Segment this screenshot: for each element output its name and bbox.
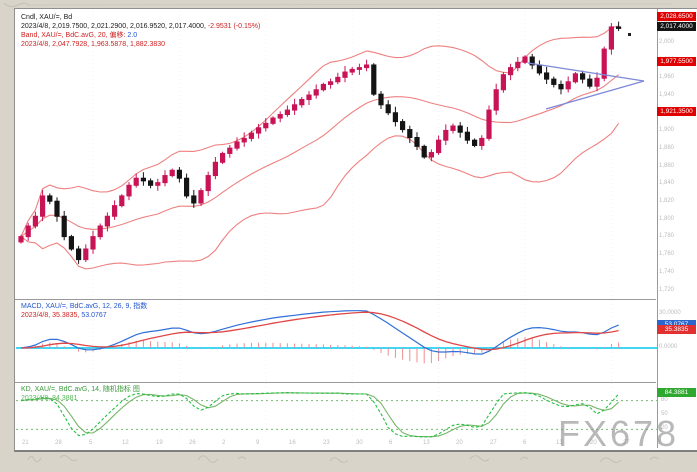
time-label: 30: [356, 440, 363, 446]
time-label: 20: [590, 440, 597, 446]
panel-separator: [15, 382, 656, 383]
price-tag: 84.3881: [657, 388, 696, 397]
time-label: 9: [256, 440, 260, 446]
macd-legend: MACD, XAU/=, BdC.avG, 12, 26, 9, 指数 2023…: [21, 302, 147, 320]
time-label: 16: [289, 440, 296, 446]
price-tag: 1,921.3500: [657, 107, 696, 116]
macd-settings: MACD, XAU/=, BdC.avG, 12, 26, 9, 指数: [21, 303, 148, 310]
time-label: 21: [22, 440, 29, 446]
price-tag: 2,017.4000: [657, 22, 696, 31]
ohlc-values: 2023/4/8, 2,019.7500, 2,021.2900, 2,016.…: [21, 23, 206, 30]
time-label: 27: [623, 440, 630, 446]
macd-value-a: 2023/4/8, 35.3835,: [21, 312, 80, 319]
kd-tick: 80: [661, 397, 668, 403]
legend-band-line: Band, XAU/=, BdC.avG, 20, 偏移: 2.0: [21, 31, 260, 40]
time-label: 26: [189, 440, 196, 446]
price-tick: 1,880: [659, 145, 675, 151]
time-label: 19: [156, 440, 163, 446]
band-deviation: 2.0: [125, 32, 138, 39]
price-tick: 1,780: [659, 233, 675, 239]
time-label: 12: [122, 440, 129, 446]
kd-panel[interactable]: [16, 383, 657, 439]
time-label: 3: [657, 440, 661, 446]
time-label: 27: [490, 440, 497, 446]
chart-window: Cndl, XAU/=, Bd 2023/4/8, 2,019.7500, 2,…: [14, 8, 697, 452]
macd-value-b: 53.0767: [79, 312, 107, 319]
price-tick: 1,940: [659, 92, 675, 98]
time-label: 5: [89, 440, 93, 446]
price-tick: 1,900: [659, 127, 675, 133]
time-label: 6: [389, 440, 393, 446]
time-label: 20: [456, 440, 463, 446]
band-settings: Band, XAU/=, BdC.avG, 20, 偏移:: [21, 32, 126, 39]
time-axis: 21 28 5 12 19 26 2 9 16 23 30 6 13 20 27 6 13 20 27 3: [16, 439, 661, 449]
time-label: 13: [556, 440, 563, 446]
axis-divider: [657, 9, 658, 448]
price-tick: 1,740: [659, 269, 675, 275]
macd-panel[interactable]: [16, 300, 657, 382]
kd-legend: KD, XAU/=, BdC.avG, 14, 随机指标 图 2023/4/8,…: [21, 385, 140, 403]
price-tag: 1,977.5500: [657, 57, 696, 66]
price-tick: 1,960: [659, 74, 675, 80]
legend-ohlc-line: 2023/4/8, 2,019.7500, 2,021.2900, 2,016.…: [21, 22, 260, 31]
kd-tick: 20: [661, 425, 668, 431]
macd-tick: 0.0000: [659, 344, 678, 350]
kd-values: 2023/4/8, 84.3881: [21, 395, 78, 402]
main-price-panel[interactable]: [16, 11, 657, 299]
band-values: 2023/4/8, 2,047.7928, 1,963.5878, 1,882.…: [21, 41, 166, 48]
kd-tick: 50: [661, 411, 668, 417]
time-label: 23: [323, 440, 330, 446]
price-tick: 1,720: [659, 287, 675, 293]
time-label: 6: [523, 440, 527, 446]
price-tag: 2,028.6500: [657, 12, 696, 21]
macd-tick: 30.0000: [659, 310, 681, 316]
time-label: 2: [222, 440, 226, 446]
time-label: 28: [55, 440, 62, 446]
price-tick: 1,760: [659, 251, 675, 257]
price-tick: 2,000: [659, 39, 675, 45]
price-tick: 1,800: [659, 216, 675, 222]
kd-settings: KD, XAU/=, BdC.avG, 14, 随机指标 图: [21, 386, 140, 393]
macd-values: 2023/4/8, 35.3835, 53.0767: [21, 311, 147, 320]
main-chart-legend: Cndl, XAU/=, Bd 2023/4/8, 2,019.7500, 2,…: [21, 13, 260, 49]
panel-separator: [15, 299, 656, 300]
price-tag: 35.3835: [657, 325, 696, 334]
price-tag: 53.0767: [657, 320, 696, 329]
watermark: FX678: [558, 413, 680, 454]
price-tick: 1,860: [659, 163, 675, 169]
legend-symbol-line: Cndl, XAU/=, Bd: [21, 14, 73, 21]
price-tick: 1,840: [659, 180, 675, 186]
time-label: 13: [423, 440, 430, 446]
price-tick: 1,820: [659, 198, 675, 204]
ohlc-change: -2.9531 (-0.15%): [205, 23, 261, 30]
